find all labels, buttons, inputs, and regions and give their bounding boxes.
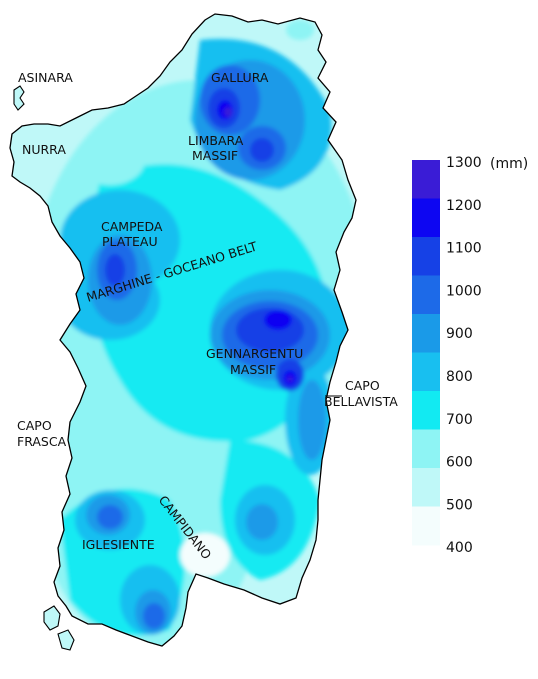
label-gennargentu-line1: GENNARGENTU [206,346,303,361]
legend-swatch-700 [412,391,440,430]
label-capo-frasca-line1: CAPO [17,418,52,433]
label-capo-frasca-line2: FRASCA [17,434,67,449]
legend-swatch-600 [412,429,440,469]
label-gallura: GALLURA [211,70,269,85]
legend-swatch-1200 [412,198,440,238]
legend-label-1200: 1200 [446,198,482,214]
legend-label-600: 600 [446,455,473,471]
legend-swatch-1000 [412,275,440,315]
legend-label-1300: 1300 [446,155,482,171]
asinara-island [13,85,25,111]
legend-swatch-900 [412,314,440,353]
legend-label-500: 500 [446,497,473,513]
label-limbara-line2: MASSIF [192,148,238,163]
sant-antioco-island [57,629,75,651]
label-asinara: ASINARA [18,70,73,85]
legend-unit: (mm) [490,156,528,172]
label-iglesiente: IGLESIENTE [82,537,155,552]
san-pietro-island [43,605,61,631]
label-nurra: NURRA [22,142,66,157]
legend-value-labels: 1300 1200 1100 1000 900 800 700 600 500 400 [446,155,482,556]
label-capo-bellavista-line2: BELLAVISTA [324,394,398,409]
legend-label-1000: 1000 [446,283,482,299]
label-gennargentu-line2: MASSIF [230,362,276,377]
legend: 1300 1200 1100 1000 900 800 700 600 500 400 (mm) [412,155,528,556]
label-campeda-line2: PLATEAU [102,234,158,249]
legend-swatch-1100 [412,237,440,276]
legend-colorbar [412,160,440,546]
legend-label-900: 900 [446,326,473,342]
legend-label-800: 800 [446,369,473,385]
legend-swatch-1300 [412,160,440,199]
label-limbara-line1: LIMBARA [188,133,244,148]
legend-label-400: 400 [446,540,473,556]
label-campeda-line1: CAMPEDA [101,219,163,234]
coastline [9,13,357,647]
legend-swatch-800 [412,352,440,392]
rainfall-surface [10,14,356,646]
legend-label-700: 700 [446,412,473,428]
legend-swatch-400 [412,506,440,546]
legend-label-1100: 1100 [446,241,482,257]
legend-swatch-500 [412,468,440,507]
label-capo-bellavista-line1: CAPO [345,378,380,393]
